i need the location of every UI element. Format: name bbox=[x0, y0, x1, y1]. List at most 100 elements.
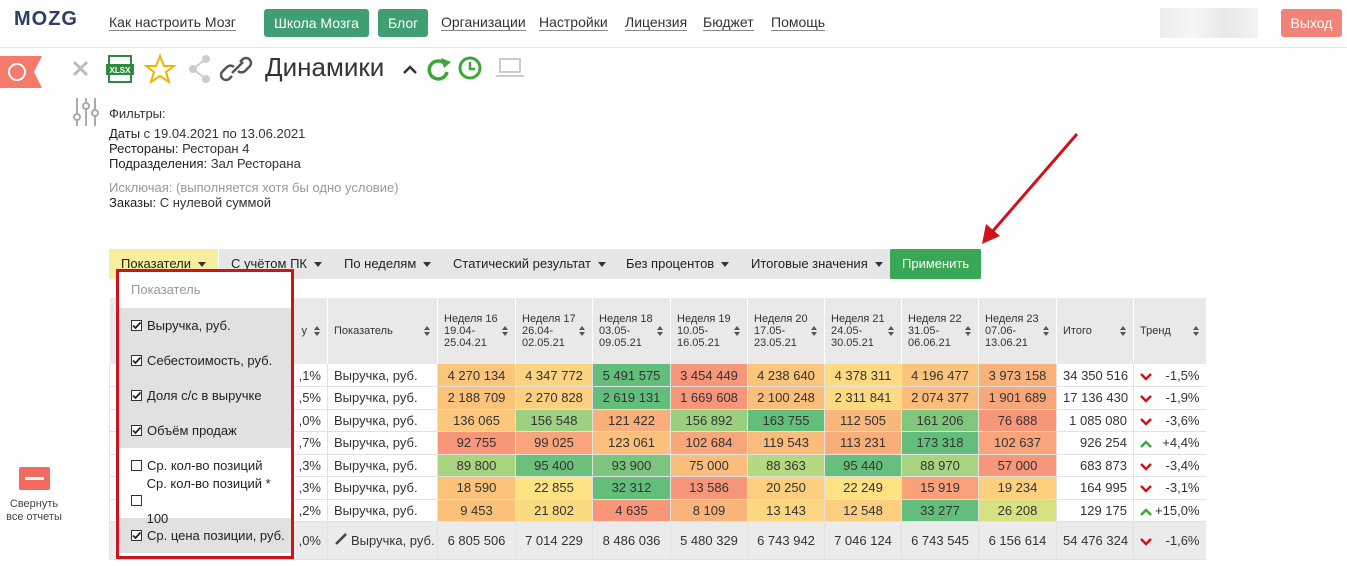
sort-icon[interactable] bbox=[579, 326, 586, 336]
share-icon[interactable] bbox=[189, 55, 210, 83]
metric-cell: Выручка, руб. bbox=[327, 386, 438, 410]
nav-link[interactable]: Лицензия bbox=[625, 14, 688, 31]
chevron bbox=[1140, 395, 1152, 404]
sort-icon[interactable] bbox=[1043, 326, 1050, 336]
side-tab[interactable] bbox=[0, 56, 42, 88]
week-week: Неделя 19 bbox=[677, 313, 731, 325]
logout-button[interactable]: Выход bbox=[1281, 9, 1342, 37]
value-cell: 13 586 bbox=[670, 476, 748, 500]
nav-link[interactable]: Организации bbox=[441, 14, 526, 31]
checkbox-box bbox=[131, 389, 142, 401]
nav-link[interactable]: Помощь bbox=[771, 14, 826, 31]
laptop-icon[interactable] bbox=[499, 58, 521, 73]
value-cell: 102 637 bbox=[978, 431, 1057, 455]
filter-line: Подразделения: Зал Ресторана bbox=[109, 156, 301, 171]
value-cell: 2 074 377 bbox=[901, 386, 979, 410]
value-cell: 112 505 bbox=[824, 409, 902, 432]
apply-button[interactable]: Применить bbox=[890, 249, 982, 279]
dropdown-item[interactable]: Ср. кол-во позиций * 100 bbox=[119, 476, 291, 526]
sort-icon[interactable] bbox=[424, 326, 431, 336]
trend-arrow bbox=[1140, 538, 1152, 546]
close-icon[interactable] bbox=[72, 60, 89, 77]
nav-link[interactable]: Настройки bbox=[539, 14, 608, 31]
value-cell: 26 208 bbox=[978, 499, 1057, 522]
sort-icon[interactable] bbox=[811, 326, 818, 336]
collapse-chevron[interactable] bbox=[403, 65, 417, 74]
value-cell: 2 270 828 bbox=[515, 386, 593, 410]
toolbar-dropdown[interactable]: Без процентов bbox=[614, 249, 742, 279]
dropdown-item[interactable]: Доля с/с в выручке bbox=[119, 378, 291, 413]
checkmark bbox=[132, 321, 142, 329]
value-cell: 2 619 131 bbox=[592, 386, 671, 410]
metric-cell: Выручка, руб. bbox=[327, 364, 438, 387]
week-week: Неделя 20 bbox=[754, 313, 808, 325]
brush-icon bbox=[335, 533, 347, 545]
clock-icon[interactable] bbox=[458, 56, 482, 80]
week-from: 03.05- bbox=[599, 325, 631, 337]
toolbar-dropdown[interactable]: Итоговые значения bbox=[739, 249, 895, 279]
metric-cell: Выручка, руб. bbox=[327, 499, 438, 522]
chevron bbox=[1140, 372, 1152, 381]
header-text: Тренд bbox=[1140, 325, 1171, 337]
filter-icon[interactable] bbox=[73, 98, 99, 126]
sort-icon[interactable] bbox=[657, 326, 664, 336]
dropdown-item[interactable]: Себестоимость, руб. bbox=[119, 343, 291, 378]
star-icon[interactable] bbox=[143, 53, 177, 85]
week-header: Неделя 22 31.05- 06.06.21 bbox=[901, 298, 979, 364]
dropdown-item[interactable]: Ср. кол-во позиций bbox=[119, 448, 291, 483]
sort-icon[interactable] bbox=[734, 326, 741, 336]
metric-label: Выручка, руб. bbox=[334, 412, 418, 428]
value-cell: 9 453 bbox=[437, 499, 516, 522]
toolbar-dropdown[interactable]: По неделям bbox=[332, 249, 444, 279]
dropdown-item[interactable]: Выручка, руб. bbox=[119, 308, 291, 343]
week-week: Неделя 18 bbox=[599, 313, 653, 325]
toolbar-dropdown[interactable]: Статический результат bbox=[441, 249, 618, 279]
sort-icon[interactable] bbox=[502, 326, 509, 336]
data-row: ,0% Выручка, руб. 136 065 156 548 121 422 156… bbox=[109, 409, 1206, 432]
nav-link[interactable]: Как настроить Мозг bbox=[109, 14, 236, 31]
total-cell: 54 476 324 bbox=[1056, 521, 1134, 560]
link-icon[interactable] bbox=[219, 56, 253, 82]
value-cell: 95 440 bbox=[824, 454, 902, 477]
logo[interactable]: MOZG bbox=[14, 8, 78, 30]
sort-icon[interactable] bbox=[1120, 326, 1127, 336]
value-cell: 32 312 bbox=[592, 476, 671, 500]
dropdown-label: По неделям bbox=[344, 256, 417, 271]
nav-button[interactable]: Блог bbox=[378, 9, 429, 37]
header-text: Итого bbox=[1063, 325, 1092, 337]
dropdown-item[interactable]: Объём продаж bbox=[119, 413, 291, 448]
sort-icon[interactable] bbox=[888, 326, 895, 336]
week-to: 13.06.21 bbox=[985, 337, 1028, 349]
header-text: у bbox=[301, 325, 308, 337]
value-cell: 121 422 bbox=[592, 409, 671, 432]
checkbox bbox=[131, 494, 142, 506]
collapse-all-label[interactable]: Свернуть все отчеты bbox=[6, 498, 62, 523]
sort-icon[interactable] bbox=[1192, 326, 1200, 336]
week-header: Неделя 21 24.05- 30.05.21 bbox=[824, 298, 902, 364]
sort-icon[interactable] bbox=[314, 326, 321, 336]
dropdown-item[interactable]: Ср. цена позиции, руб. bbox=[119, 518, 291, 553]
chevron bbox=[1140, 538, 1152, 546]
metric-label: Выручка, руб. bbox=[334, 390, 418, 406]
filter-value: С нулевой суммой bbox=[159, 195, 271, 210]
trend-cell: -1,5% bbox=[1133, 364, 1206, 387]
metric-label: Выручка, руб. bbox=[334, 480, 418, 496]
value-cell: 33 277 bbox=[901, 499, 979, 522]
checkbox bbox=[131, 424, 142, 436]
data-row: ,1% Выручка, руб. 4 270 134 4 347 772 5 491 … bbox=[109, 364, 1206, 387]
sort-icon[interactable] bbox=[965, 326, 972, 336]
value-cell: 119 543 bbox=[747, 431, 825, 455]
trend-cell: -3,4% bbox=[1133, 454, 1206, 477]
metric-label: Выручка, руб. bbox=[334, 367, 418, 383]
item-label: Ср. цена позиции, руб. bbox=[147, 528, 285, 543]
nav-link[interactable]: Бюджет bbox=[703, 14, 754, 31]
dropdown-items: Выручка, руб. Себестоимость, руб. Доля с/с… bbox=[119, 308, 291, 553]
nav-button[interactable]: Школа Мозга bbox=[264, 9, 369, 37]
value-cell: 88 363 bbox=[747, 454, 825, 477]
caret bbox=[423, 262, 432, 268]
checkbox-box bbox=[131, 459, 142, 471]
refresh-icon[interactable] bbox=[427, 59, 449, 81]
